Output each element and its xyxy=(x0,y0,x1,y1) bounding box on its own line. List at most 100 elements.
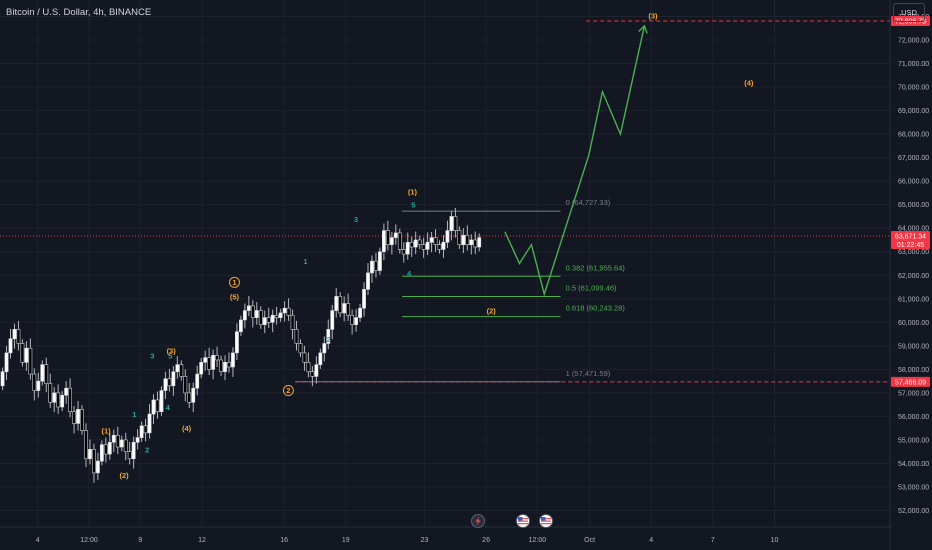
candlestick-series xyxy=(0,207,482,483)
candle xyxy=(238,315,243,336)
candle xyxy=(16,320,21,351)
price-tick-label: 64,000.00 xyxy=(898,226,929,233)
candle xyxy=(366,263,370,296)
candle-body-down xyxy=(72,411,76,424)
time-tick-label: 12:00 xyxy=(80,537,98,544)
candle xyxy=(346,293,351,321)
candle xyxy=(362,282,366,317)
candle-body-down xyxy=(310,371,315,377)
candle xyxy=(381,223,386,261)
candle xyxy=(429,231,434,253)
lightning-icon[interactable] xyxy=(471,514,485,528)
candle xyxy=(393,224,398,245)
candle xyxy=(171,366,176,396)
candle xyxy=(322,336,327,362)
candle-body-up xyxy=(159,390,164,413)
time-axis[interactable]: 4 12:00 9 12 16 19 23 26 12:00 Oct 4 7 10 xyxy=(36,537,779,544)
candle-body-down xyxy=(465,234,470,245)
candle-body-up xyxy=(131,442,136,460)
currency-button[interactable]: USD xyxy=(893,3,925,22)
candle-body-up xyxy=(441,242,446,250)
candle-body-down xyxy=(457,230,462,245)
price-tick-label: 71,000.00 xyxy=(898,61,929,68)
candle xyxy=(401,242,406,263)
candle-body-up xyxy=(330,310,335,330)
candle-body-up xyxy=(147,413,152,434)
candle xyxy=(246,295,251,317)
candle xyxy=(103,437,108,463)
projection-path[interactable] xyxy=(504,24,648,297)
candle xyxy=(159,386,164,416)
candle-body-down xyxy=(92,449,96,474)
candle-body-down xyxy=(48,383,53,403)
candle-body-up xyxy=(334,296,339,311)
projection-polyline[interactable] xyxy=(504,25,646,297)
candle-body-up xyxy=(278,312,283,318)
candle xyxy=(477,233,482,252)
candle xyxy=(80,405,84,435)
candle-body-down xyxy=(298,343,303,354)
candle-body-down xyxy=(115,434,120,448)
candle-body-down xyxy=(127,451,132,460)
wave-circle-label: 2 xyxy=(286,386,290,395)
price-tick-label: 68,000.00 xyxy=(898,132,929,139)
candle-body-up xyxy=(12,329,17,340)
candle-body-up xyxy=(262,317,267,325)
candle-body-up xyxy=(175,364,180,373)
candle xyxy=(119,435,124,452)
candle-body-up xyxy=(413,239,418,248)
us-flag-event-icon-2[interactable] xyxy=(539,514,553,528)
candle xyxy=(88,439,92,465)
price-tick-label: 66,000.00 xyxy=(898,179,929,186)
time-tick-label: 4 xyxy=(36,537,40,544)
price-tick-label: 52,000.00 xyxy=(898,508,929,515)
wave-label: 4 xyxy=(166,403,171,412)
fib-level-label: 0.5 (61,099.46) xyxy=(566,283,617,292)
fibonacci-retracement[interactable]: 0 (64,727.33) 0.382 (61,955.64) 0.5 (61,09… xyxy=(295,198,625,383)
price-tick-label: 53,000.00 xyxy=(898,485,929,492)
candle xyxy=(330,304,335,340)
candle-body-down xyxy=(84,430,88,460)
candle-body-down xyxy=(68,387,72,413)
candle-body-down xyxy=(397,232,402,250)
candle xyxy=(461,228,466,254)
wave-label: (3) xyxy=(648,11,658,20)
candle xyxy=(318,348,323,369)
candle-body-up xyxy=(378,251,382,271)
candle xyxy=(24,341,29,371)
fib-level-label: 0 (64,727.33) xyxy=(566,198,611,207)
candle-body-up xyxy=(270,314,275,323)
candle-body-up xyxy=(88,449,92,460)
candle xyxy=(99,440,104,466)
candle-body-down xyxy=(266,317,271,323)
candle xyxy=(374,252,378,278)
candle-body-up xyxy=(119,439,124,448)
candle xyxy=(12,323,17,349)
candle xyxy=(314,356,319,384)
candle xyxy=(227,352,231,373)
candle-body-down xyxy=(350,314,355,325)
candle-body-up xyxy=(429,237,434,243)
wave-circle-label: 1 xyxy=(232,278,236,287)
us-flag-event-icon[interactable] xyxy=(516,514,530,528)
candle-body-up xyxy=(246,305,251,311)
price-tick-label: 65,000.00 xyxy=(898,202,929,209)
price-tick-label: 61,000.00 xyxy=(898,296,929,303)
candle xyxy=(223,355,227,381)
candle-body-down xyxy=(20,343,25,363)
candle-body-down xyxy=(473,239,478,248)
candle-body-up xyxy=(342,303,347,314)
wave-label: (1) xyxy=(408,188,418,197)
wave-label: 5 xyxy=(168,351,172,360)
candle-body-up xyxy=(381,230,386,253)
price-tick-label: 58,000.00 xyxy=(898,367,929,374)
candle xyxy=(231,347,235,377)
candle-body-up xyxy=(52,392,57,403)
candle-body-up xyxy=(99,444,104,462)
candle xyxy=(56,384,61,415)
candle xyxy=(147,404,152,439)
candle xyxy=(76,400,80,431)
candle-body-up xyxy=(405,242,410,255)
candle-body-up xyxy=(231,352,235,368)
